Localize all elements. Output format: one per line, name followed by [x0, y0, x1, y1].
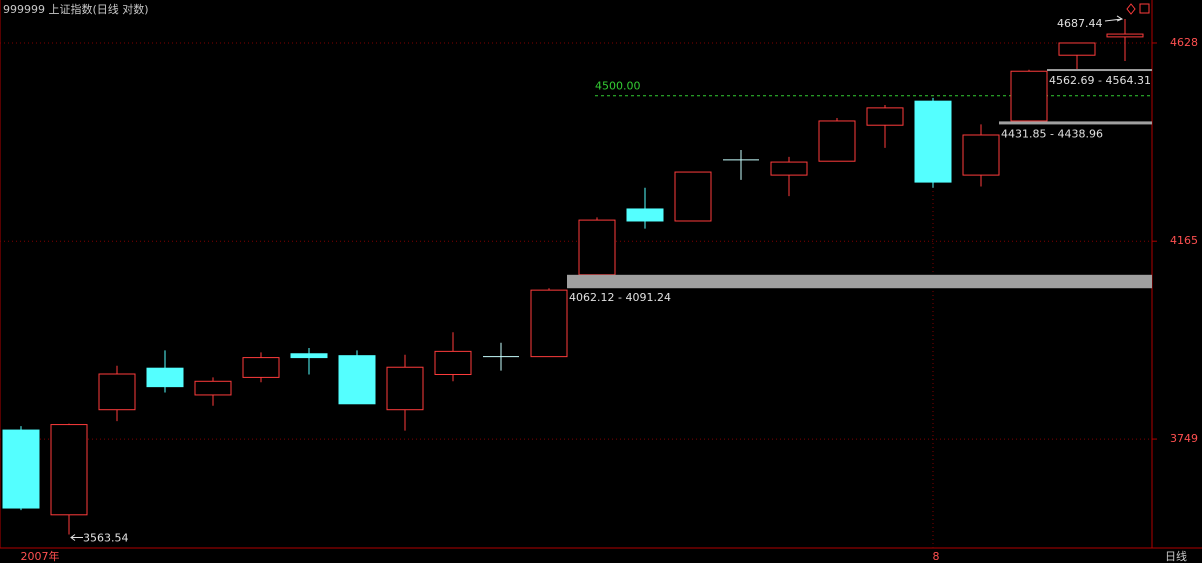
gap-band [567, 274, 1152, 289]
candle-body [626, 208, 664, 222]
gap-label: 4431.85 - 4438.96 [1001, 127, 1103, 140]
candle-body [194, 380, 232, 396]
candle-body [1058, 42, 1096, 56]
gap-label: 4562.69 - 4564.31 [1049, 74, 1151, 87]
icon [1139, 3, 1150, 14]
y-tick-label: 3749 [1170, 432, 1198, 445]
low-label: 3563.54 [83, 531, 129, 544]
candle-body [242, 357, 280, 378]
x-tick-label: 8 [933, 550, 940, 563]
y-tick-label: 4165 [1170, 234, 1198, 247]
candle-body [578, 219, 616, 276]
high-label: 4687.44 [1057, 17, 1103, 30]
candle-body [1106, 33, 1144, 38]
candle-body [2, 429, 40, 509]
candle-body [530, 289, 568, 358]
candle-body [674, 171, 712, 222]
gap-band [999, 121, 1152, 125]
candle-body [338, 355, 376, 405]
gap-label: 4062.12 - 4091.24 [569, 291, 671, 304]
candle-body [818, 120, 856, 162]
ref-line-label: 4500.00 [595, 80, 641, 93]
candle-body [50, 424, 88, 516]
candle-body [962, 134, 1000, 176]
period-label: 日线 [1165, 549, 1187, 563]
y-tick-label: 4628 [1170, 36, 1198, 49]
candle-body [770, 161, 808, 176]
gap-band [1047, 69, 1152, 72]
candle-body [434, 350, 472, 375]
window-icons [1126, 3, 1150, 15]
candle-body [866, 107, 904, 126]
candle-body [1010, 70, 1048, 122]
candle-body [98, 373, 136, 411]
icon [1126, 3, 1136, 15]
candle-body [386, 366, 424, 411]
low-arrow [70, 534, 83, 541]
candle-body [146, 367, 184, 388]
candle-body [914, 100, 952, 183]
high-arrow [1104, 15, 1124, 22]
chart-title: 999999 上证指数(日线 对数) [3, 2, 149, 16]
candle-body [290, 353, 328, 359]
x-tick-label: 2007年 [21, 549, 60, 563]
